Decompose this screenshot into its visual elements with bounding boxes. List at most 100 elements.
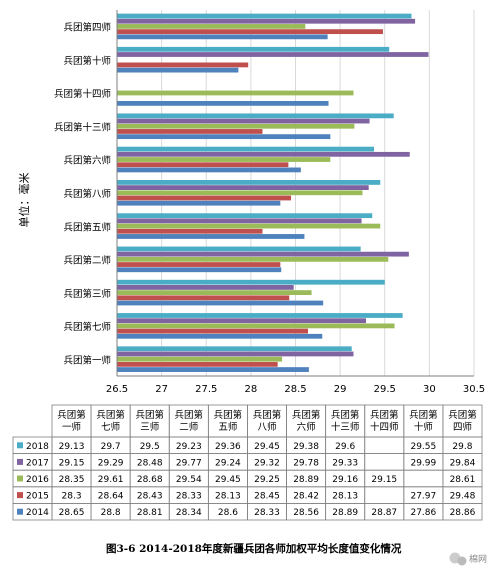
bar	[117, 146, 375, 152]
bar	[117, 90, 354, 96]
table-cell-value: 29.45	[254, 442, 280, 452]
table-header-text: 十三师	[331, 421, 360, 433]
bar	[117, 162, 289, 168]
bar	[117, 52, 429, 57]
legend-swatch	[17, 442, 23, 449]
category-label: 兵团第十四师	[54, 88, 111, 100]
table-cell-value: 29.24	[215, 458, 241, 468]
table-cell-value: 29.78	[293, 458, 319, 468]
bar	[117, 323, 395, 329]
watermark: 棉网	[449, 552, 487, 566]
table-header-text: 四师	[453, 421, 472, 433]
category-label: 兵团第六师	[63, 155, 111, 167]
table-cell-value: 29.6	[335, 442, 355, 452]
table-header-text: 二师	[179, 421, 198, 433]
table-cell-value: 28.81	[137, 508, 163, 518]
bar	[117, 234, 305, 239]
bar	[117, 295, 290, 301]
bar	[117, 24, 306, 29]
table-header-text: 六师	[297, 421, 316, 433]
table-cell-value: 28.33	[254, 508, 280, 518]
table-cell-value: 29.29	[98, 458, 124, 468]
category-label: 兵团第八师	[63, 188, 111, 200]
table-cell-value: 28.56	[293, 508, 319, 518]
table-header-text: 兵团第	[409, 409, 438, 421]
x-tick-label: 27.5	[195, 384, 217, 395]
table-header-text: 兵团第	[96, 409, 125, 421]
table-cell-value: 28.43	[137, 492, 163, 502]
table-cell-value: 28.87	[371, 508, 397, 518]
table-cell-value: 29.8	[452, 442, 472, 452]
legend-swatch	[17, 475, 23, 482]
table-cell-value: 28.13	[332, 492, 358, 502]
table-cell-value: 29.5	[140, 442, 160, 452]
bar	[117, 290, 312, 296]
bar	[117, 157, 331, 162]
legend-label: 2017	[26, 458, 49, 468]
bar	[117, 118, 370, 124]
bar	[117, 251, 409, 257]
table-cell-value: 29.16	[332, 475, 358, 485]
table-header-text: 七师	[101, 421, 120, 433]
table-cell-value: 28.68	[137, 475, 163, 485]
bar	[117, 279, 385, 285]
bar	[117, 113, 394, 119]
table-cell	[364, 436, 405, 455]
table-cell-value: 28.64	[98, 492, 124, 502]
table-header-text: 兵团第	[57, 409, 86, 421]
bar	[117, 151, 410, 157]
bar	[117, 13, 412, 19]
table-cell	[442, 502, 483, 521]
bar	[117, 300, 324, 306]
table-cell	[364, 486, 405, 504]
table-cell-value: 29.48	[450, 492, 476, 502]
bar	[117, 328, 308, 334]
bar	[117, 223, 381, 229]
table-header-text: 兵团第	[175, 409, 204, 421]
table-cell-value: 28.89	[293, 475, 319, 485]
table-cell-value: 29.38	[293, 442, 319, 452]
bar	[117, 46, 390, 52]
figure-caption: 图3-6 2014-2018年度新疆兵团各师加权平均长度值变化情况	[106, 542, 402, 555]
x-tick-label: 30.5	[463, 384, 485, 395]
legend-swatch	[17, 492, 23, 499]
table-header-text: 兵团第	[214, 409, 243, 421]
table-cell-value: 29.15	[59, 458, 85, 468]
x-tick-label: 26.5	[106, 384, 128, 395]
table-cell-value: 28.65	[59, 508, 85, 518]
bar	[117, 256, 389, 262]
bars-group	[117, 13, 429, 372]
bar	[117, 218, 362, 224]
bar	[117, 34, 328, 40]
bar	[117, 318, 367, 324]
bar	[117, 313, 403, 318]
table-cell-value: 28.89	[332, 508, 358, 518]
x-tick-label: 28	[245, 384, 258, 395]
table-cell-value: 28.45	[254, 492, 280, 502]
category-label: 兵团第十师	[63, 55, 111, 67]
table-cell-value: 29.32	[254, 458, 280, 468]
table-cell-value: 28.61	[450, 475, 476, 485]
bar	[117, 333, 323, 339]
table-cell-value: 29.15	[371, 475, 397, 485]
table-header-text: 兵团第	[370, 409, 399, 421]
category-label: 兵团第四师	[63, 22, 111, 34]
watermark-text: 棉网	[469, 553, 487, 565]
table-cell-value: 29.54	[176, 475, 202, 485]
table-header-text: 兵团第	[331, 409, 360, 421]
category-label: 兵团第十三师	[54, 121, 111, 133]
bar	[117, 267, 282, 273]
table-cell-value: 28.8	[101, 508, 121, 518]
legend-label: 2014	[26, 508, 49, 518]
table-cell-value: 28.48	[137, 458, 163, 468]
bar	[117, 195, 292, 201]
bar	[117, 200, 281, 206]
category-label: 兵团第一师	[63, 354, 111, 366]
bar	[117, 185, 369, 190]
table-header-text: 十师	[414, 421, 433, 433]
bar	[117, 356, 283, 362]
x-tick-label: 27	[155, 384, 168, 395]
table-header-text: 八师	[257, 421, 276, 433]
table-cell-value: 27.97	[410, 492, 436, 502]
